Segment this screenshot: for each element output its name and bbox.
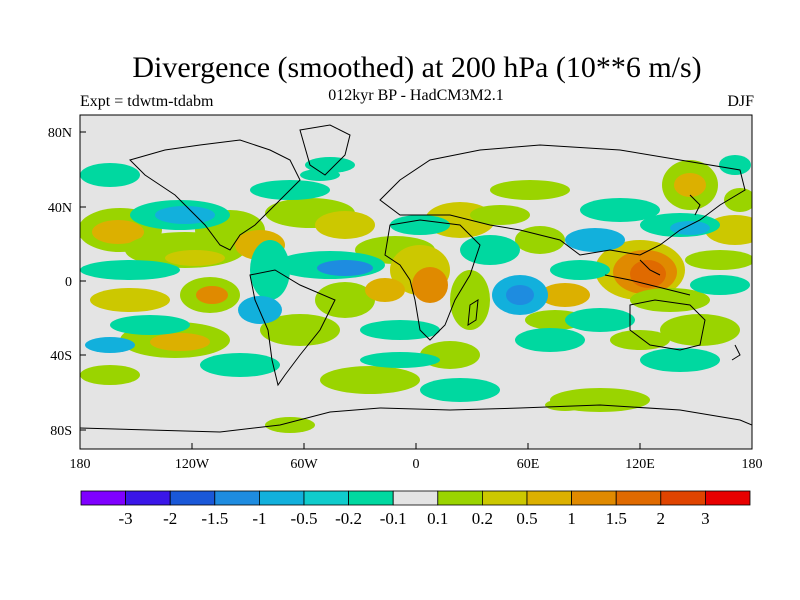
colorbar-swatch: [303, 490, 349, 506]
chart-subtitle: 012kyr BP - HadCM3M2.1: [328, 87, 504, 104]
colorbar-label: -0.1: [380, 509, 407, 528]
colorbar-label: 1: [567, 509, 576, 528]
lon-label: 0: [413, 457, 420, 472]
divergence-field: [80, 155, 752, 433]
colorbar-swatch: [214, 490, 260, 506]
colorbar-label: -0.5: [291, 509, 318, 528]
colorbar-swatch: [348, 490, 394, 506]
colorbar-swatch: [705, 490, 751, 506]
longitude-axis: 180 120W 60W 0 60E 120E 180: [70, 443, 763, 472]
season-label: DJF: [727, 93, 754, 110]
colorbar-label: 3: [701, 509, 710, 528]
experiment-label: Expt = tdwtm-tdabm: [80, 93, 214, 110]
lon-label: 180: [742, 457, 763, 472]
colorbar-swatch: [258, 490, 305, 506]
latitude-axis: 80N 40N 0 40S 80S: [48, 126, 86, 439]
colorbar-swatch: [437, 490, 483, 506]
colorbar-swatch: [80, 490, 126, 506]
lon-label: 180: [70, 457, 91, 472]
colorbar-swatch: [481, 490, 528, 506]
lat-label: 40S: [50, 349, 72, 364]
colorbar-label: 0.2: [472, 509, 493, 528]
colorbar-swatch: [615, 490, 662, 506]
colorbar-swatch: [392, 490, 439, 506]
lat-label: 80N: [48, 126, 72, 141]
lon-label: 60E: [517, 457, 540, 472]
colorbar-label: 0.5: [516, 509, 537, 528]
colorbar-label: 0.1: [427, 509, 448, 528]
colorbar-label: -3: [119, 509, 133, 528]
colorbar-swatch: [526, 490, 572, 506]
colorbar-label: -2: [163, 509, 177, 528]
colorbar-label: -1.5: [201, 509, 228, 528]
colorbar-label: -1: [252, 509, 266, 528]
lat-label: 0: [65, 275, 72, 290]
lat-label: 80S: [50, 424, 72, 439]
coastlines: [80, 124, 752, 433]
colorbar-swatch: [125, 490, 171, 506]
colorbar: -3 -2 -1.5 -1 -0.5 -0.2 -0.1 0.1 0.2 0.5 1 1.5 2 3: [80, 490, 751, 528]
lon-label: 60W: [290, 457, 318, 472]
colorbar-swatch: [660, 490, 706, 506]
lon-label: 120E: [625, 457, 655, 472]
colorbar-label: 1.5: [606, 509, 627, 528]
colorbar-swatch: [571, 490, 617, 506]
colorbar-label: -0.2: [335, 509, 362, 528]
lon-label: 120W: [175, 457, 210, 472]
colorbar-swatch: [169, 490, 216, 506]
colorbar-label: 2: [657, 509, 666, 528]
lat-label: 40N: [48, 201, 72, 216]
chart-title: Divergence (smoothed) at 200 hPa (10**6 …: [132, 51, 702, 84]
